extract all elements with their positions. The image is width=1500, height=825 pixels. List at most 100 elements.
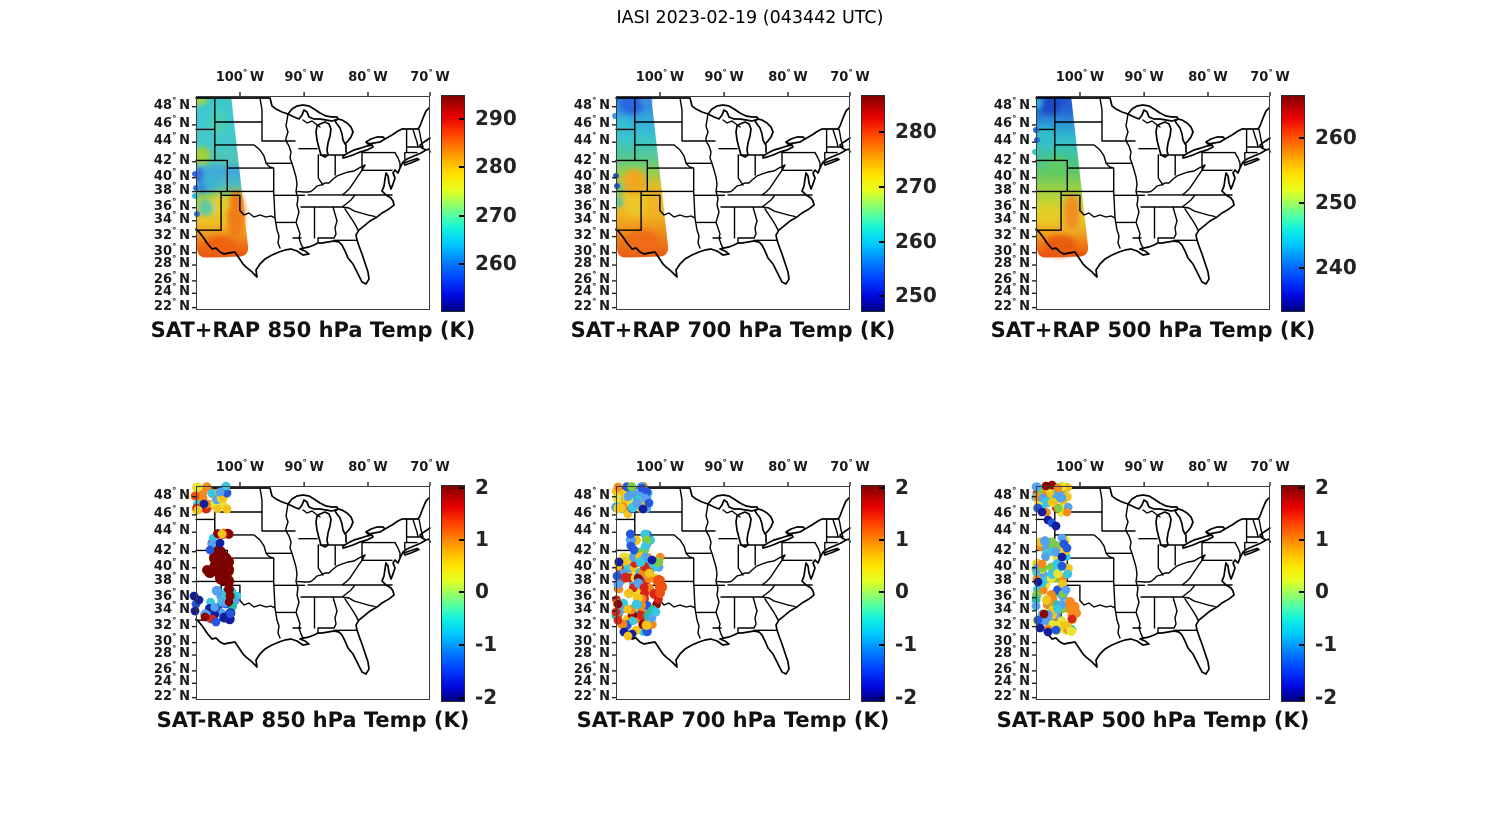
panel-sat-minus-rap-850: 100° W 90° W 80° W 70° W 48° N 46° N 44° N 42° … xyxy=(116,440,586,752)
panel-title: SAT-RAP 850 hPa Temp (K) xyxy=(156,708,470,732)
lat-tick-label: 30° N xyxy=(993,632,1030,649)
degree-symbol: ° xyxy=(592,197,597,208)
lat-tick-label: 34° N xyxy=(993,210,1030,227)
degree-symbol: ° xyxy=(172,660,177,671)
scatter-layer xyxy=(611,481,667,637)
lat-tick-label: 48° N xyxy=(153,96,190,113)
degree-symbol: ° xyxy=(1012,282,1017,293)
degree-symbol: ° xyxy=(592,486,597,497)
lon-tick-label: 100° W xyxy=(635,68,685,85)
degree-symbol: ° xyxy=(592,504,597,515)
lon-tick-label: 70° W xyxy=(410,458,450,475)
degree-symbol: ° xyxy=(1142,68,1147,79)
lat-tick-label: 32° N xyxy=(993,226,1030,243)
colorbar-tick-label: 240 xyxy=(1315,255,1357,279)
colorbar-sat-minus-rap-700 xyxy=(861,485,885,702)
lat-tick-label: 42° N xyxy=(993,541,1030,558)
degree-symbol: ° xyxy=(1012,242,1017,253)
swath-layer xyxy=(616,96,669,258)
lon-tick-label: 100° W xyxy=(1055,68,1105,85)
degree-symbol: ° xyxy=(172,504,177,515)
degree-symbol: ° xyxy=(172,181,177,192)
colorbar-tick xyxy=(1299,538,1304,541)
lat-tick-label: 36° N xyxy=(993,197,1030,214)
figure-title: IASI 2023-02-19 (043442 UTC) xyxy=(616,8,884,28)
degree-symbol: ° xyxy=(1012,197,1017,208)
map-sat-minus-rap-500 xyxy=(1031,480,1271,700)
degree-symbol: ° xyxy=(1012,270,1017,281)
lat-tick-label: 42° N xyxy=(573,151,610,168)
lat-tick-label: 32° N xyxy=(153,226,190,243)
lat-tick-label: 42° N xyxy=(153,541,190,558)
degree-symbol: ° xyxy=(592,632,597,643)
map-sat-minus-rap-850 xyxy=(189,481,431,700)
lon-tick-label: 70° W xyxy=(830,68,870,85)
lat-tick-label: 28° N xyxy=(573,644,610,662)
degree-symbol: ° xyxy=(1268,68,1273,79)
degree-symbol: ° xyxy=(1012,486,1017,497)
degree-symbol: ° xyxy=(172,632,177,643)
map-frame xyxy=(196,96,430,310)
lon-tick-label: 100° W xyxy=(215,68,265,85)
colorbar-tick-label: 1 xyxy=(475,526,489,551)
degree-symbol: ° xyxy=(592,557,597,568)
feature-dots xyxy=(611,482,661,641)
lat-tick-label: 34° N xyxy=(153,210,190,227)
colorbar-tick xyxy=(1299,486,1304,489)
lat-tick-label: 28° N xyxy=(153,254,190,272)
degree-symbol: ° xyxy=(1012,660,1017,671)
lon-tick-label: 90° W xyxy=(1124,458,1164,475)
lon-tick-label: 70° W xyxy=(1250,68,1290,85)
degree-symbol: ° xyxy=(592,541,597,552)
lon-tick-label: 90° W xyxy=(704,68,744,85)
lon-tick-label: 100° W xyxy=(215,458,265,475)
panel-title: SAT+RAP 500 hPa Temp (K) xyxy=(990,318,1316,342)
lon-tick-label: 100° W xyxy=(635,458,685,475)
colorbar-tick xyxy=(459,590,464,593)
lat-tick-label: 38° N xyxy=(573,181,610,198)
lat-tick-label: 36° N xyxy=(573,197,610,214)
panel-sat-minus-rap-700: 100° W 90° W 80° W 70° W 48° N 46° N 44° N 42° … xyxy=(536,440,1006,752)
degree-symbol: ° xyxy=(302,68,307,79)
degree-symbol: ° xyxy=(848,68,853,79)
lat-tick-label: 34° N xyxy=(993,600,1030,617)
swath-layer xyxy=(196,96,249,258)
colorbar-tick-label: -2 xyxy=(895,684,918,709)
lat-tick-label: 30° N xyxy=(153,632,190,649)
lat-tick-label: 22° N xyxy=(153,297,190,314)
colorbar-tick-label: 260 xyxy=(895,228,937,253)
lat-tick-label: 42° N xyxy=(993,151,1030,168)
degree-symbol: ° xyxy=(592,297,597,308)
lon-tick-label: 70° W xyxy=(1250,458,1290,475)
panel-sat-plus-rap-850: 100° W 90° W 80° W 70° W 48° N 46° N 44° N 42° … xyxy=(116,50,586,362)
degree-symbol: ° xyxy=(1268,458,1273,469)
colorbar-tick xyxy=(459,696,464,699)
degree-symbol: ° xyxy=(786,458,791,469)
degree-symbol: ° xyxy=(172,521,177,532)
degree-symbol: ° xyxy=(1142,458,1147,469)
lat-tick-label: 24° N xyxy=(993,672,1030,690)
lat-tick-label: 22° N xyxy=(993,687,1030,704)
lat-tick-label: 28° N xyxy=(993,254,1030,272)
lat-tick-label: 36° N xyxy=(573,587,610,604)
degree-symbol: ° xyxy=(172,644,177,655)
degree-symbol: ° xyxy=(1206,458,1211,469)
lat-tick-label: 46° N xyxy=(573,114,610,131)
colorbar-tick xyxy=(879,130,884,133)
degree-symbol: ° xyxy=(172,131,177,142)
lat-tick-label: 26° N xyxy=(993,660,1030,677)
lat-tick-label: 38° N xyxy=(993,181,1030,198)
degree-symbol: ° xyxy=(1012,210,1017,221)
degree-symbol: ° xyxy=(172,197,177,208)
lon-tick-label: 90° W xyxy=(1124,68,1164,85)
lat-tick-label: 28° N xyxy=(993,644,1030,662)
colorbar-tick xyxy=(459,118,464,120)
lon-tick-label: 70° W xyxy=(410,68,450,85)
lat-tick-label: 30° N xyxy=(993,242,1030,259)
degree-symbol: ° xyxy=(592,114,597,125)
lat-tick-label: 32° N xyxy=(153,616,190,633)
degree-symbol: ° xyxy=(592,254,597,265)
degree-symbol: ° xyxy=(592,151,597,162)
degree-symbol: ° xyxy=(592,282,597,293)
swath-layer xyxy=(1036,96,1089,258)
